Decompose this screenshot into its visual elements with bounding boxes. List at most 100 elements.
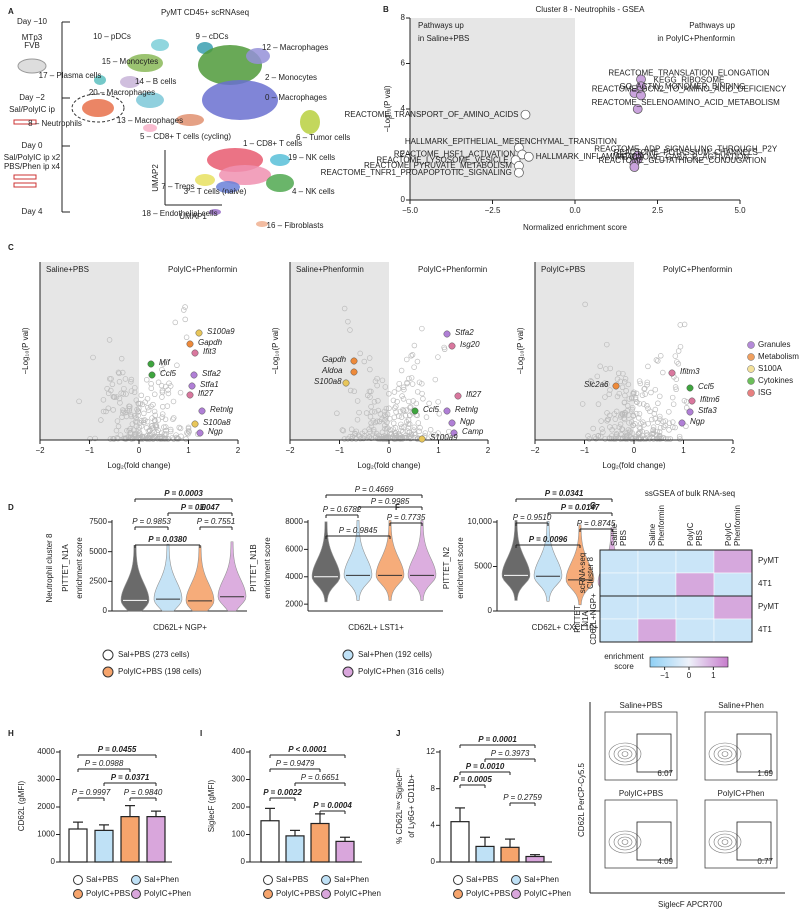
- background-point: [386, 391, 392, 397]
- background-point: [657, 413, 663, 420]
- background-point: [600, 429, 606, 435]
- background-point: [167, 428, 174, 435]
- contour: [721, 751, 729, 757]
- background-point: [432, 376, 439, 383]
- y-tick-label: 0: [51, 857, 56, 866]
- background-point: [625, 381, 632, 388]
- contour: [613, 745, 637, 763]
- background-point: [354, 398, 361, 404]
- background-point: [656, 432, 663, 439]
- point-label: REACTOME_HSF1_ACTIVATION: [394, 150, 516, 159]
- y-tick-label: 4000: [37, 747, 55, 756]
- background-point: [160, 403, 166, 410]
- background-point: [127, 411, 134, 418]
- heat-cell: [637, 618, 677, 643]
- cluster-label: 20 – Macrophages: [89, 88, 155, 97]
- umap-cluster: [127, 54, 163, 72]
- gene-label: S100a8: [203, 418, 231, 427]
- background-point: [654, 428, 660, 435]
- background-point: [159, 387, 166, 394]
- background-point: [375, 398, 381, 404]
- plot-title: Saline+PBS: [46, 265, 89, 274]
- axis-label: enrichment score: [263, 537, 272, 599]
- gene-label: Gapdh: [322, 355, 347, 364]
- column-label: Saline: [648, 523, 657, 546]
- background-point: [106, 337, 113, 343]
- contour: [717, 836, 733, 848]
- background-point: [614, 393, 621, 400]
- background-point: [398, 367, 405, 374]
- background-point: [636, 400, 643, 407]
- background-point: [113, 394, 120, 400]
- background-point: [372, 378, 379, 384]
- x-tick-label: −2: [285, 446, 295, 455]
- p-value: P = 0.9510: [513, 513, 552, 522]
- background-point: [608, 435, 615, 442]
- background-point: [649, 431, 655, 437]
- colorbar-tick-label: 1: [711, 671, 716, 680]
- gene-point: [191, 420, 199, 428]
- background-point: [151, 429, 157, 435]
- umap-cluster: [219, 165, 271, 185]
- gene-label: S100a9: [430, 433, 458, 442]
- background-point: [138, 423, 145, 429]
- background-point: [649, 416, 655, 423]
- flow-title: PolyIC+Phen: [718, 789, 765, 798]
- bar: [146, 816, 166, 863]
- panel-title: PyMT CD45+ scRNAseq: [161, 8, 249, 17]
- background-point: [92, 435, 98, 442]
- background-point: [110, 407, 116, 413]
- background-point: [621, 399, 628, 405]
- legend-marker: [747, 389, 755, 397]
- bar: [285, 835, 305, 863]
- background-point: [653, 357, 660, 363]
- background-point: [408, 375, 415, 381]
- background-point: [661, 424, 667, 430]
- flow-title: PolyIC+PBS: [619, 789, 663, 798]
- cluster-label: 2 – Monocytes: [265, 73, 317, 82]
- background-point: [622, 411, 628, 418]
- legend-label: Sal+Phen: [334, 875, 369, 884]
- gene-point: [147, 360, 155, 368]
- background-point: [619, 411, 625, 417]
- background-point: [683, 405, 690, 411]
- axis-label: −Log₁₀(P val): [271, 327, 280, 374]
- p-value: P = 0.6782: [323, 505, 362, 514]
- background-point: [426, 400, 432, 407]
- background-point: [615, 370, 622, 376]
- background-point: [417, 425, 423, 431]
- background-point: [383, 405, 390, 412]
- background-point: [622, 376, 629, 382]
- axis-label: CD62L PerCP-Cy5.5: [577, 762, 586, 837]
- gene-point: [148, 371, 156, 379]
- umap-cluster: [151, 39, 169, 51]
- background-point: [407, 404, 414, 410]
- legend-label: Sal+PBS (273 cells): [118, 650, 190, 659]
- gene-point: [418, 435, 426, 443]
- background-point: [400, 407, 406, 413]
- background-point: [604, 410, 610, 416]
- background-point: [363, 410, 370, 416]
- background-point: [657, 393, 663, 400]
- column-label: PolyIC: [724, 522, 733, 546]
- background-point: [630, 422, 637, 429]
- point-label: KEGG_RIBOSOME: [654, 75, 725, 84]
- background-point: [183, 334, 190, 341]
- gene-point: [188, 382, 196, 390]
- point-label: REACTOME_TNFR1_PROAPOPTOTIC_SIGNALING: [321, 168, 512, 177]
- y-tick-label: 1000: [37, 830, 55, 839]
- background-point: [409, 352, 416, 358]
- background-point: [423, 414, 430, 420]
- background-point: [144, 404, 151, 411]
- gene-point: [678, 419, 686, 427]
- panel-title: ssGSEA of bulk RNA-seq: [645, 489, 735, 498]
- background-point: [624, 430, 630, 436]
- background-point: [152, 433, 158, 440]
- y-tick-label: 10,000: [468, 517, 493, 526]
- background-point: [148, 385, 155, 392]
- legend-marker: [747, 377, 755, 385]
- axis-label: CD62L+NGP+: [589, 593, 598, 645]
- background-point: [345, 318, 351, 325]
- background-point: [621, 379, 628, 385]
